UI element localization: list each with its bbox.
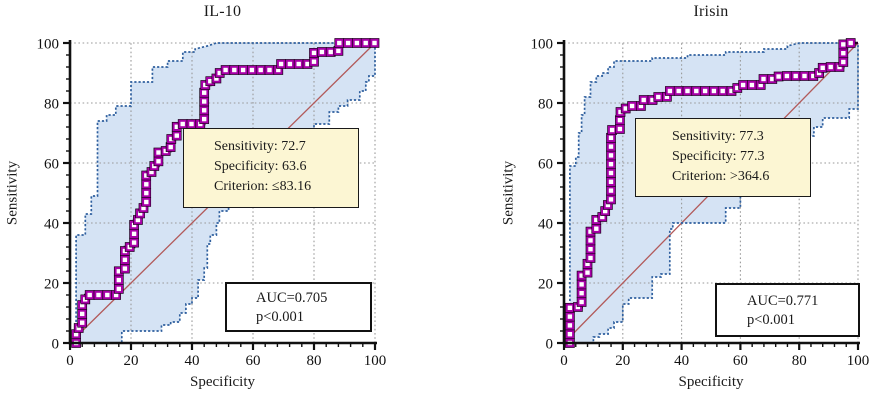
y-tick-label: 20 xyxy=(44,276,59,292)
roc-markers xyxy=(71,38,380,348)
roc-chart-il10: 0 20 40 60 80 100 0 20 40 60 80 100 IL-10 Sensitivi… xyxy=(4,3,387,390)
info-line-specificity: Specificity: 63.6 xyxy=(214,159,307,174)
auc-value: AUC=0.771 xyxy=(747,293,819,309)
y-axis-label: Sensitivity xyxy=(500,160,517,226)
info-line-sensitivity: Sensitivity: 72.7 xyxy=(214,139,306,154)
ci-lower-line xyxy=(76,43,376,344)
ci-upper-line xyxy=(569,42,858,343)
y-tick-label: 60 xyxy=(44,156,59,172)
y-tick-label: 40 xyxy=(538,216,553,232)
criterion-info-box: Sensitivity: 77.3 Specificity: 77.3 Crit… xyxy=(635,118,811,197)
p-value: p<0.001 xyxy=(747,312,796,328)
auc-value: AUC=0.705 xyxy=(256,290,328,306)
y-tick-label: 60 xyxy=(538,156,553,172)
y-tick-label: 0 xyxy=(546,336,554,352)
info-line-criterion: Criterion: >364.6 xyxy=(672,169,770,184)
y-axis-label: Sensitivity xyxy=(4,160,21,226)
x-tick-label: 60 xyxy=(246,353,261,369)
x-tick-label: 80 xyxy=(307,353,322,369)
roc-chart-irisin: 0 20 40 60 80 100 0 20 40 60 80 100 Irisin Sensitiv… xyxy=(443,0,886,406)
criterion-info-box: Sensitivity: 72.7 Specificity: 63.6 Crit… xyxy=(183,128,359,208)
x-tick-label: 20 xyxy=(615,353,630,369)
y-tick-label: 20 xyxy=(538,276,553,292)
ci-lower-line xyxy=(569,43,859,344)
y-tick-label: 80 xyxy=(538,96,553,112)
info-line-sensitivity: Sensitivity: 77.3 xyxy=(672,129,764,144)
y-tick-label: 40 xyxy=(44,216,59,232)
x-axis-label: Specificity xyxy=(190,374,255,390)
x-tick-label: 100 xyxy=(364,353,387,369)
x-tick-label: 100 xyxy=(847,353,870,369)
auc-box: AUC=0.705 p<0.001 xyxy=(225,282,372,332)
y-tick-label: 0 xyxy=(52,336,60,352)
ci-upper-line xyxy=(75,42,375,343)
x-tick-label: 0 xyxy=(66,353,74,369)
y-tick-label: 100 xyxy=(37,36,60,52)
p-value: p<0.001 xyxy=(256,309,305,325)
auc-box: AUC=0.771 p<0.001 xyxy=(715,283,860,337)
info-line-criterion: Criterion: ≤83.16 xyxy=(214,179,312,194)
x-tick-label: 0 xyxy=(560,353,568,369)
y-tick-label: 100 xyxy=(531,36,554,52)
x-tick-label: 80 xyxy=(792,353,807,369)
chart-title: Irisin xyxy=(693,3,729,20)
x-tick-label: 40 xyxy=(674,353,689,369)
x-tick-label: 20 xyxy=(124,353,139,369)
roc-markers xyxy=(565,38,856,348)
chart-title: IL-10 xyxy=(203,3,242,20)
y-tick-label: 80 xyxy=(44,96,59,112)
x-tick-label: 60 xyxy=(733,353,748,369)
x-axis-label: Specificity xyxy=(678,374,744,390)
info-line-specificity: Specificity: 77.3 xyxy=(672,149,765,164)
x-tick-label: 40 xyxy=(185,353,200,369)
